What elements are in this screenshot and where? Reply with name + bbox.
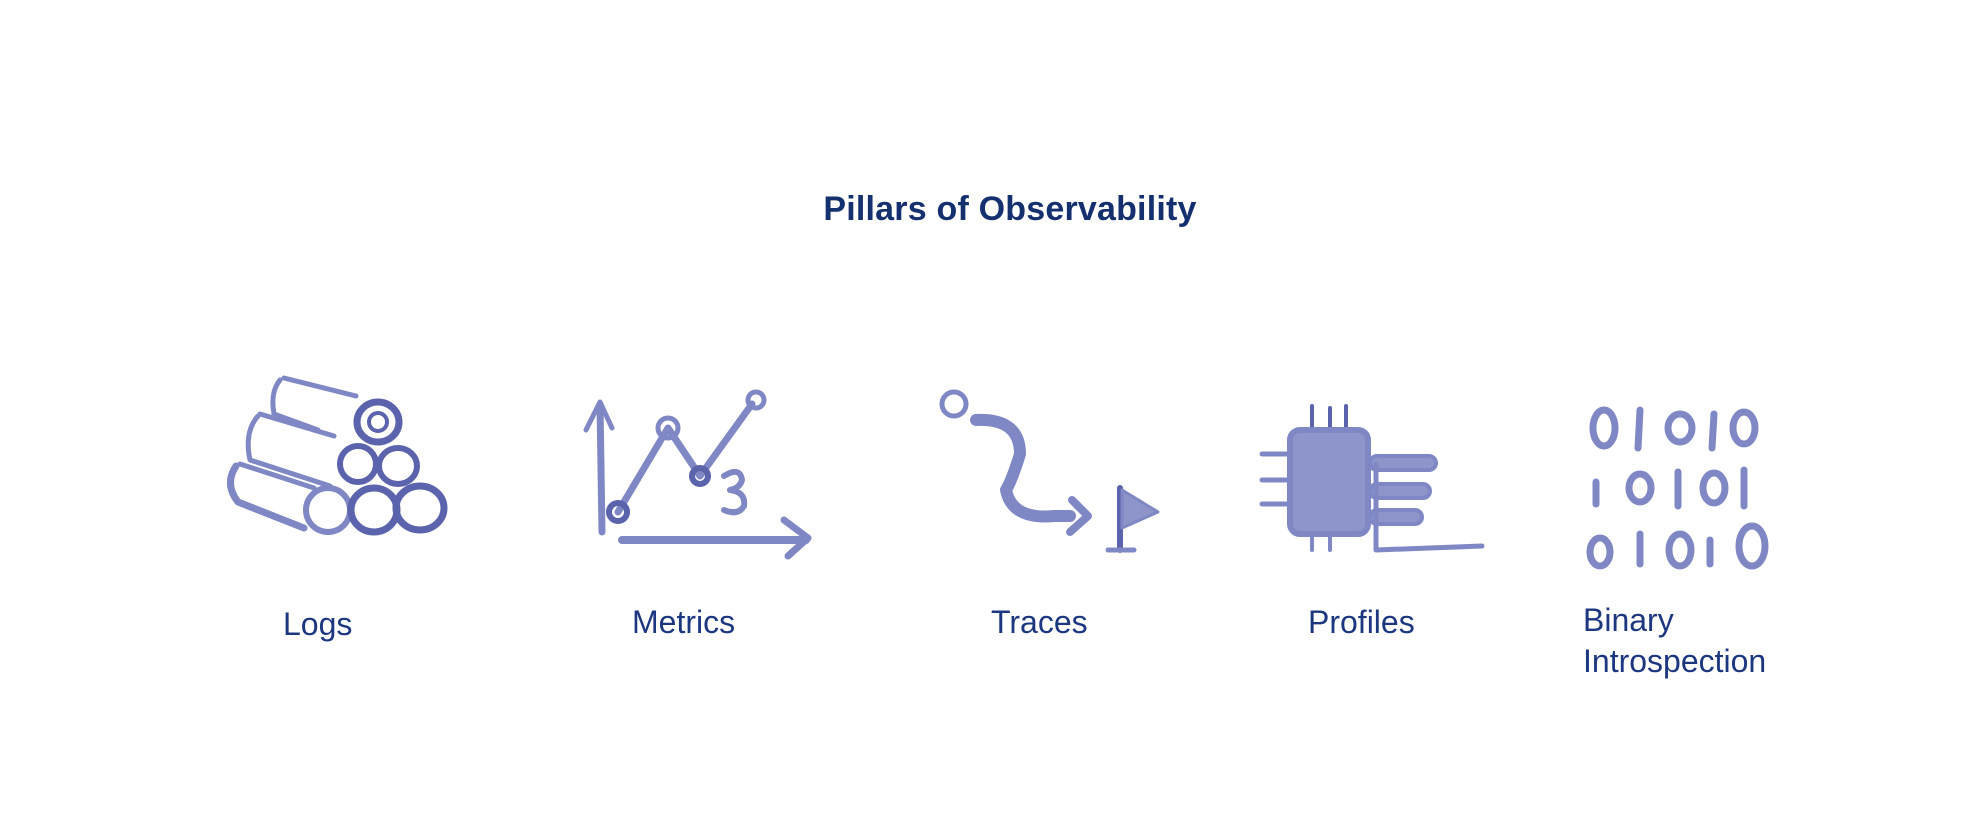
trace-path-icon bbox=[939, 389, 1160, 553]
pillar-label-line: Binary bbox=[1583, 602, 1674, 638]
pillar-label-logs: Logs bbox=[283, 606, 353, 642]
log-stack-icon bbox=[227, 375, 448, 536]
binary-digits-icon bbox=[1586, 406, 1769, 570]
pillar-label-metrics: Metrics bbox=[632, 604, 736, 640]
diagram-title: Pillars of Observability bbox=[823, 190, 1197, 228]
line-chart-icon bbox=[583, 389, 812, 560]
pillar-label-profiles: Profiles bbox=[1308, 604, 1415, 640]
pillar-label-line: Introspection bbox=[1583, 643, 1767, 679]
pillar-label-traces: Traces bbox=[991, 604, 1088, 640]
pillar-label-binary-introspection: Binary Introspection bbox=[1583, 600, 1766, 682]
chip-profile-icon bbox=[1259, 404, 1485, 553]
